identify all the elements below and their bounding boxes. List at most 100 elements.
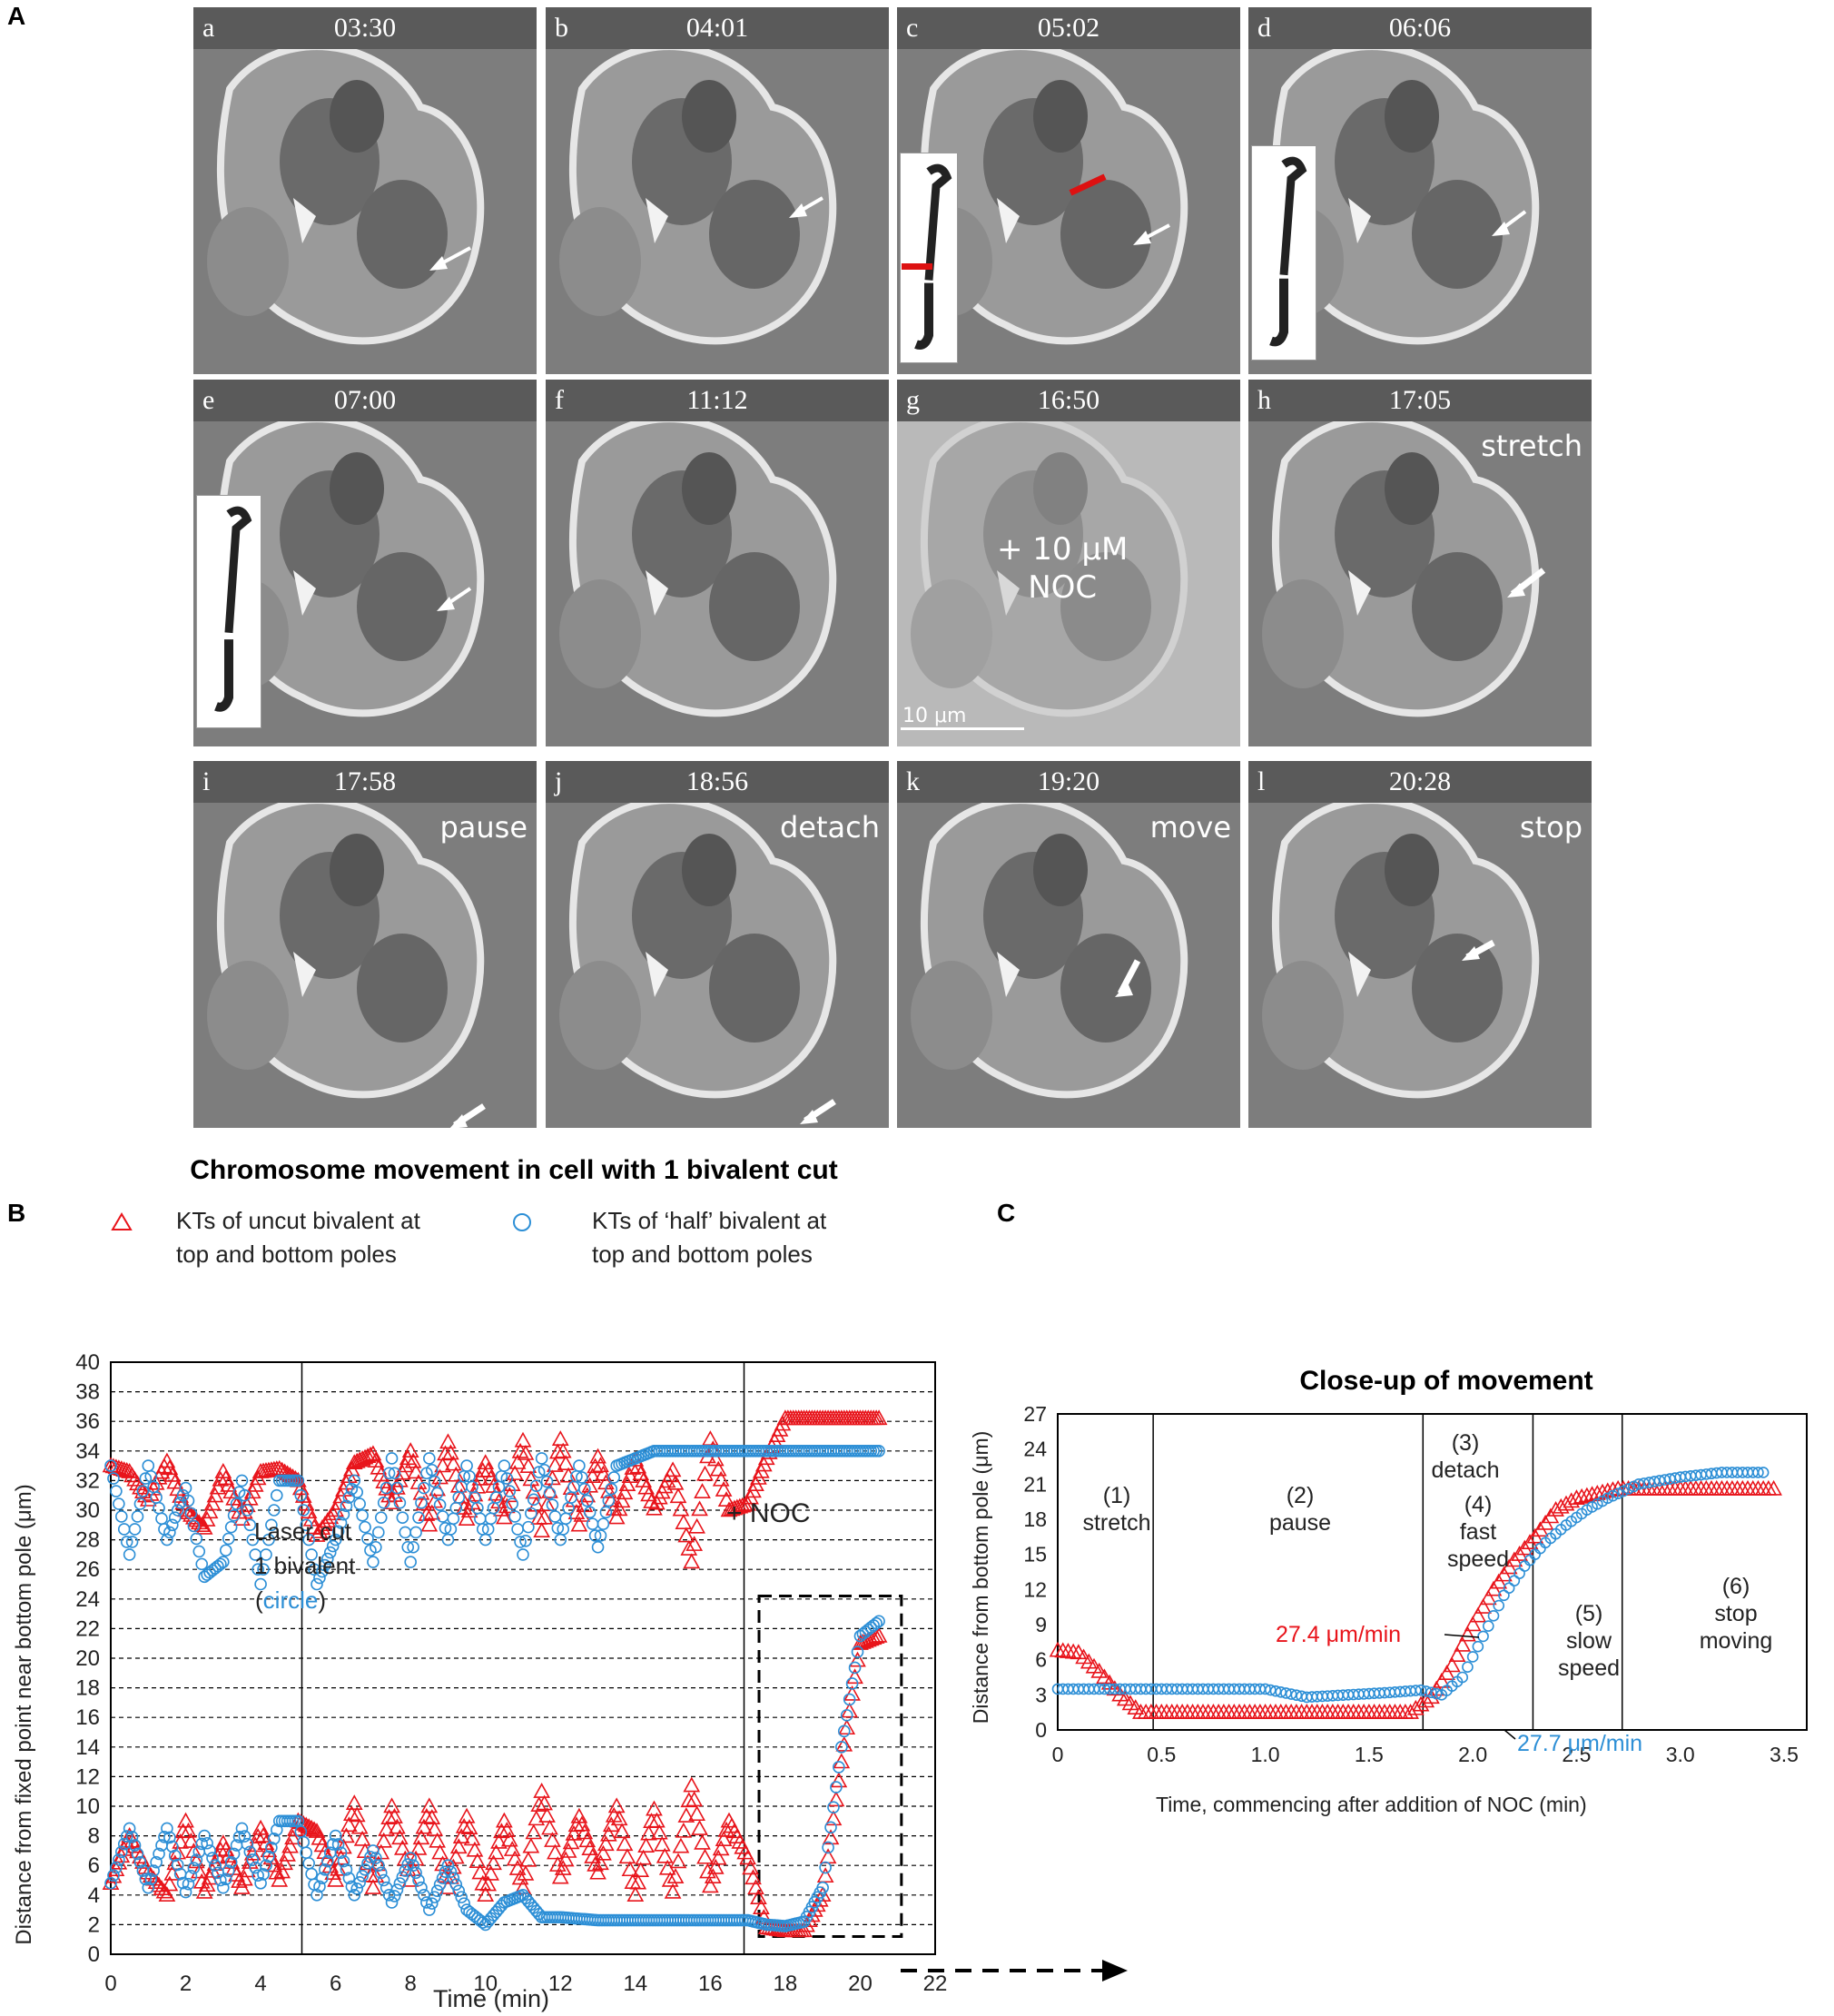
data-point-triangle — [335, 1838, 352, 1854]
legend-circle-line2: top and bottom poles — [592, 1240, 813, 1268]
data-point-triangle — [744, 1869, 762, 1885]
data-point-triangle — [418, 1807, 436, 1823]
data-point-triangle — [661, 1871, 679, 1887]
y-tick-label: 21 — [1023, 1472, 1047, 1496]
data-point-triangle — [1251, 1704, 1269, 1719]
data-point-triangle — [279, 1845, 296, 1862]
data-point-circle — [436, 1510, 449, 1523]
data-point-triangle — [1366, 1704, 1383, 1719]
data-point-circle — [246, 1853, 260, 1866]
arrow-marker — [1133, 223, 1170, 245]
chart-b-ylabel: Distance from fixed point near bottom po… — [12, 1484, 36, 1944]
chart-c-plot-area: 0 3 6 9 12 15 18 21 24 27 0 0.5 1.0 1.5 2.0 2.5 3.0 3.5 — [1023, 1402, 1808, 1766]
data-point-circle — [254, 1876, 267, 1890]
y-tick-label: 32 — [75, 1468, 100, 1493]
data-point-circle — [1617, 1485, 1630, 1497]
cell-image — [546, 7, 889, 374]
data-point-triangle — [1677, 1479, 1694, 1496]
data-point-circle — [125, 1536, 139, 1548]
data-point-triangle — [305, 1821, 323, 1837]
x-tick-label: 2.5 — [1562, 1743, 1591, 1766]
data-point-triangle — [519, 1851, 537, 1867]
data-point-circle — [433, 1498, 447, 1511]
y-tick-label: 12 — [1023, 1577, 1047, 1601]
data-point-circle — [265, 1518, 278, 1532]
data-point-triangle — [1075, 1648, 1092, 1665]
frame-timestamp: 07:00 — [333, 385, 397, 415]
data-point-triangle — [1158, 1704, 1176, 1719]
data-point-triangle — [1194, 1704, 1212, 1719]
frame-header — [546, 761, 889, 803]
data-point-circle — [599, 1506, 613, 1519]
data-point-circle — [331, 1838, 345, 1851]
data-point-circle — [819, 1861, 832, 1874]
data-point-circle — [1430, 1687, 1443, 1700]
data-point-triangle — [163, 1864, 182, 1881]
zoom-connector-arrow — [901, 1960, 1128, 1981]
data-point-triangle — [1484, 1580, 1503, 1596]
data-point-triangle — [547, 1843, 564, 1860]
data-point-circle — [356, 1509, 369, 1522]
data-point-triangle — [536, 1794, 553, 1811]
data-point-circle — [364, 1851, 377, 1863]
data-point-triangle — [485, 1854, 502, 1871]
data-point-circle — [1456, 1671, 1469, 1684]
data-point-triangle — [434, 1855, 451, 1872]
data-point-triangle — [599, 1825, 617, 1842]
data-point-circle — [870, 1616, 882, 1630]
data-point-triangle — [342, 1805, 360, 1822]
data-point-circle — [367, 1844, 380, 1857]
data-point-circle — [833, 1761, 845, 1774]
data-point-triangle — [683, 1553, 701, 1569]
data-point-triangle — [1318, 1704, 1336, 1719]
data-point-triangle — [664, 1461, 682, 1477]
data-point-circle — [224, 1520, 238, 1534]
data-point-circle — [583, 1506, 597, 1519]
data-point-circle — [173, 1497, 187, 1509]
data-point-circle — [144, 1873, 158, 1886]
data-point-circle — [439, 1521, 452, 1535]
data-point-circle — [340, 1499, 353, 1513]
data-point-triangle — [220, 1847, 238, 1863]
data-point-triangle — [139, 1863, 157, 1880]
data-point-triangle — [605, 1806, 623, 1823]
data-point-circle — [576, 1471, 588, 1484]
data-point-circle — [372, 1859, 385, 1873]
data-point-circle — [396, 1871, 409, 1883]
data-point-triangle — [327, 1871, 344, 1887]
data-point-circle — [594, 1529, 607, 1542]
data-point-triangle — [401, 1442, 419, 1458]
data-point-triangle — [862, 1630, 880, 1646]
micrograph-frame: h 17:05 stretch — [1248, 380, 1592, 746]
data-point-triangle — [632, 1862, 650, 1877]
data-point-circle — [848, 1661, 862, 1675]
data-point-triangle — [567, 1816, 586, 1833]
data-point-triangle — [551, 1868, 569, 1884]
data-point-triangle — [449, 1838, 468, 1854]
data-point-triangle — [506, 1465, 524, 1480]
data-point-triangle — [423, 1809, 441, 1825]
data-point-triangle — [284, 1829, 301, 1845]
frame-timestamp: 19:20 — [1037, 766, 1100, 796]
data-point-circle — [262, 1533, 275, 1547]
data-point-triangle — [420, 1797, 439, 1813]
data-point-triangle — [699, 1863, 716, 1879]
data-point-triangle — [597, 1835, 615, 1852]
x-tick-label: 0 — [1052, 1743, 1064, 1766]
frame-header — [1248, 761, 1592, 803]
data-point-triangle — [835, 1735, 853, 1752]
data-point-triangle — [1692, 1479, 1710, 1496]
data-point-circle — [529, 1479, 543, 1493]
data-point-triangle — [1168, 1704, 1186, 1719]
data-point-circle — [382, 1467, 396, 1480]
data-point-triangle — [672, 1837, 690, 1853]
data-point-circle — [131, 1510, 144, 1523]
data-point-circle — [388, 1890, 401, 1902]
data-point-triangle — [490, 1833, 508, 1849]
frame-header — [1248, 7, 1592, 49]
data-point-circle — [316, 1565, 329, 1578]
data-point-triangle — [273, 1863, 291, 1879]
data-point-triangle — [570, 1516, 588, 1532]
data-point-triangle — [864, 1629, 882, 1645]
